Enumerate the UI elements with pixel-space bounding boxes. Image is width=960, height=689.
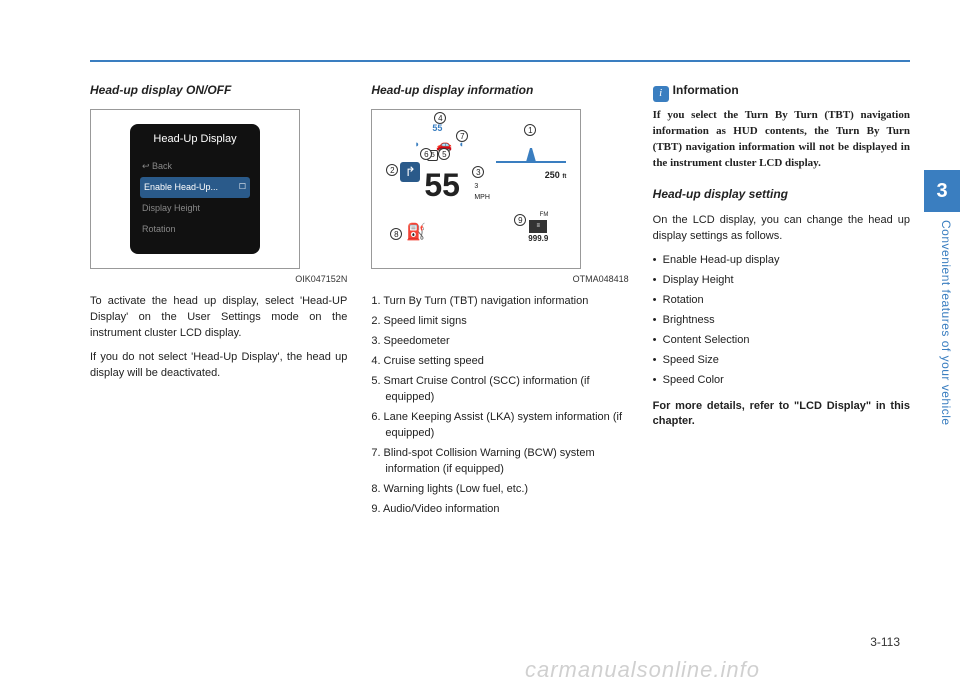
figure-code-2: OTMA048418 [371,273,628,286]
menu-item-height: Display Height [140,198,250,219]
radio-freq: 999.9 [528,233,548,245]
turn-arrow-icon: ↱ [400,162,420,182]
distance-readout: 250 ft [545,169,567,182]
speedometer-value: 55 [424,162,460,208]
lane-left-icon: ◗ [414,138,419,151]
list-item: Speed Color [653,373,910,389]
column-3: i Information If you select the Turn By T… [653,82,910,522]
callout-8: 8 [390,228,402,240]
chapter-tab: 3 [924,170,960,212]
settings-bullet-list: Enable Head-up display Display Height Ro… [653,253,910,389]
column-2: Head-up display information 55 🚗 ◗ ◖ 5 ↱… [371,82,628,522]
list-item: 9. Audio/Video information [371,502,628,518]
info-icon: i [653,86,669,102]
list-item: 2. Speed limit signs [371,314,628,330]
list-item: 4. Cruise setting speed [371,354,628,370]
column-1: Head-up display ON/OFF Head-Up Display B… [90,82,347,522]
page-number: 3-113 [870,635,900,649]
info-title: Information [673,83,739,97]
fuel-icon: ⛽ [406,221,426,244]
menu-title: Head-Up Display [140,132,250,148]
col1-heading: Head-up display ON/OFF [90,82,347,99]
list-item: 3. Speedometer [371,334,628,350]
menu-back: Back [140,156,250,177]
info-header: i Information [653,82,910,102]
callout-4: 4 [434,112,446,124]
list-item: Display Height [653,273,910,289]
figure-code-1: OIK047152N [90,273,347,286]
watermark: carmanualsonline.info [525,657,760,683]
manual-page: Head-up display ON/OFF Head-Up Display B… [0,0,960,552]
list-item: 7. Blind-spot Collision Warning (BCW) sy… [371,446,628,478]
callout-1: 1 [524,124,536,136]
three-column-layout: Head-up display ON/OFF Head-Up Display B… [90,82,910,522]
figure-settings-menu: Head-Up Display Back Enable Head-Up... D… [90,109,300,269]
menu-panel: Head-Up Display Back Enable Head-Up... D… [130,124,260,254]
col1-para2: If you do not select 'Head-Up Display', … [90,350,347,382]
list-item: Content Selection [653,333,910,349]
radio-icon: ≡ [529,220,547,233]
menu-selected-label: Enable Head-Up... [144,181,218,194]
list-item: 5. Smart Cruise Control (SCC) informatio… [371,374,628,406]
col3-heading: Head-up display setting [653,186,910,203]
callout-2: 2 [386,164,398,176]
menu-item-rotation: Rotation [140,219,250,240]
list-item: Brightness [653,313,910,329]
list-item: Speed Size [653,353,910,369]
callout-9: 9 [514,214,526,226]
menu-selected: Enable Head-Up... [140,177,250,198]
list-item: 8. Warning lights (Low fuel, etc.) [371,482,628,498]
callout-3: 3 [472,166,484,178]
list-item: Rotation [653,293,910,309]
hud-cruise-speed: 55 [432,122,442,135]
hud-item-list: 1. Turn By Turn (TBT) navigation informa… [371,294,628,517]
info-text: If you select the Turn By Turn (TBT) nav… [653,108,910,172]
radio-band: FM [528,211,548,220]
col3-para2: For more details, refer to "LCD Display"… [653,399,910,431]
col1-para1: To activate the head up display, select … [90,294,347,342]
hud-diagram: 55 🚗 ◗ ◖ 5 ↱ 55 3MPH 250 ft ⛽ FM [376,114,576,264]
callout-5: 5 [438,148,450,160]
list-item: 1. Turn By Turn (TBT) navigation informa… [371,294,628,310]
list-item: 6. Lane Keeping Assist (LKA) system info… [371,410,628,442]
radio-readout: FM ≡ 999.9 [528,211,548,244]
list-item: Enable Head-up display [653,253,910,269]
horizon-icon [496,142,566,172]
col2-heading: Head-up display information [371,82,628,99]
callout-7: 7 [456,130,468,142]
chapter-label: Convenient features of your vehicle [939,220,953,426]
col3-para1: On the LCD display, you can change the h… [653,213,910,245]
speed-unit: 3MPH [474,182,490,202]
header-rule [90,60,910,62]
figure-hud-diagram: 55 🚗 ◗ ◖ 5 ↱ 55 3MPH 250 ft ⛽ FM [371,109,581,269]
